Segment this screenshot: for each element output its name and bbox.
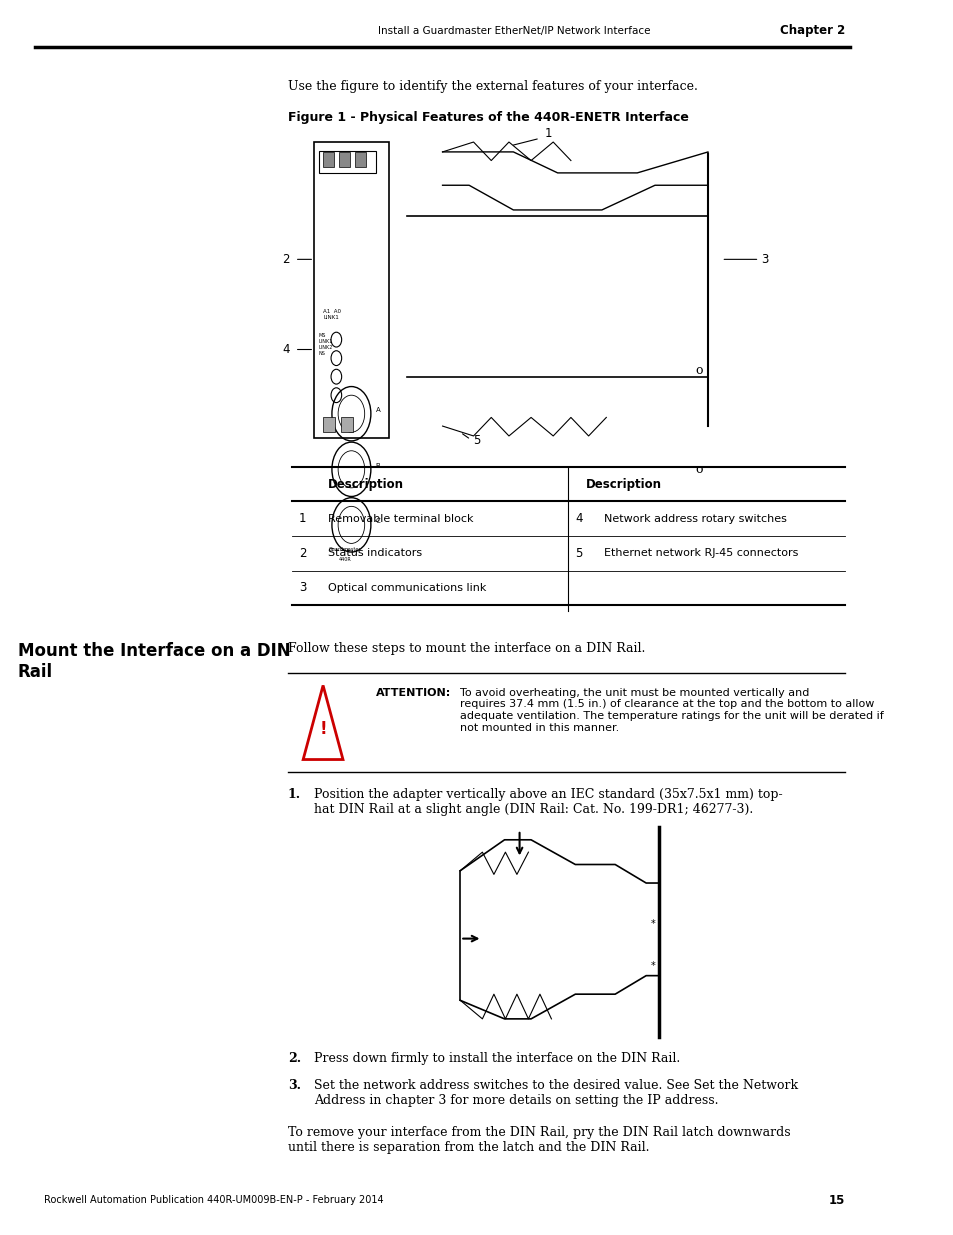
Text: Mount the Interface on a DIN
Rail: Mount the Interface on a DIN Rail [18,642,290,680]
Text: 4: 4 [575,513,582,525]
Text: 1.: 1. [288,788,300,802]
Text: Position the adapter vertically above an IEC standard (35x7.5x1 mm) top-
hat DIN: Position the adapter vertically above an… [314,788,782,816]
Text: Rockwell Automation Publication 440R-UM009B-EN-P - February 2014: Rockwell Automation Publication 440R-UM0… [44,1195,383,1205]
Bar [314,142,389,438]
Text: o: o [695,463,702,475]
Bar [323,152,334,167]
Text: 2: 2 [282,253,289,266]
Text: 1: 1 [544,127,551,140]
Text: A: A [375,408,380,412]
Text: Network address rotary switches: Network address rotary switches [603,514,785,524]
Text: ATTENTION:: ATTENTION: [375,688,451,698]
Text: A1  A0
LINK1: A1 A0 LINK1 [323,309,341,320]
Text: Ethernet network RJ-45 connectors: Ethernet network RJ-45 connectors [603,548,798,558]
Text: Optical communications link: Optical communications link [327,583,485,593]
Text: Follow these steps to mount the interface on a DIN Rail.: Follow these steps to mount the interfac… [288,642,644,656]
Text: Set the network address switches to the desired value. See Set the Network
Addre: Set the network address switches to the … [314,1079,798,1108]
Text: Status indicators: Status indicators [327,548,421,558]
Text: Install a Guardmaster EtherNet/IP Network Interface: Install a Guardmaster EtherNet/IP Networ… [377,26,650,36]
Bar [323,417,335,432]
Text: Figure 1 - Physical Features of the 440R-ENETR Interface: Figure 1 - Physical Features of the 440R… [288,111,688,125]
Bar [355,152,365,167]
Text: 4: 4 [282,343,289,356]
Text: !: ! [319,720,327,737]
Bar [340,417,353,432]
Text: 2: 2 [298,547,306,559]
Text: Chapter 2: Chapter 2 [780,25,844,37]
Text: Description: Description [585,478,661,490]
Text: 440R: 440R [338,557,352,562]
Text: o: o [695,364,702,377]
Text: C: C [375,519,380,524]
Text: 3: 3 [298,582,306,594]
Text: B: B [375,463,380,468]
Text: *: * [650,961,655,971]
Text: 3.: 3. [288,1079,300,1093]
Text: Guardmaster: Guardmaster [329,547,361,552]
Text: *: * [650,919,655,929]
Text: MS
LINK1
LINK2
NS: MS LINK1 LINK2 NS [318,333,333,356]
Text: 15: 15 [828,1194,844,1207]
Text: 2.: 2. [288,1052,300,1066]
Bar [318,151,375,173]
Text: 5: 5 [473,435,480,447]
Text: Press down firmly to install the interface on the DIN Rail.: Press down firmly to install the interfa… [314,1052,679,1066]
Text: To remove your interface from the DIN Rail, pry the DIN Rail latch downwards
unt: To remove your interface from the DIN Ra… [288,1126,789,1155]
Text: 3: 3 [760,253,768,266]
Text: Description: Description [327,478,403,490]
Text: Removable terminal block: Removable terminal block [327,514,473,524]
Bar [338,152,349,167]
Text: 1: 1 [298,513,306,525]
Text: To avoid overheating, the unit must be mounted vertically and
requires 37.4 mm (: To avoid overheating, the unit must be m… [459,688,883,732]
Text: 5: 5 [575,547,582,559]
Text: Use the figure to identify the external features of your interface.: Use the figure to identify the external … [288,80,697,94]
